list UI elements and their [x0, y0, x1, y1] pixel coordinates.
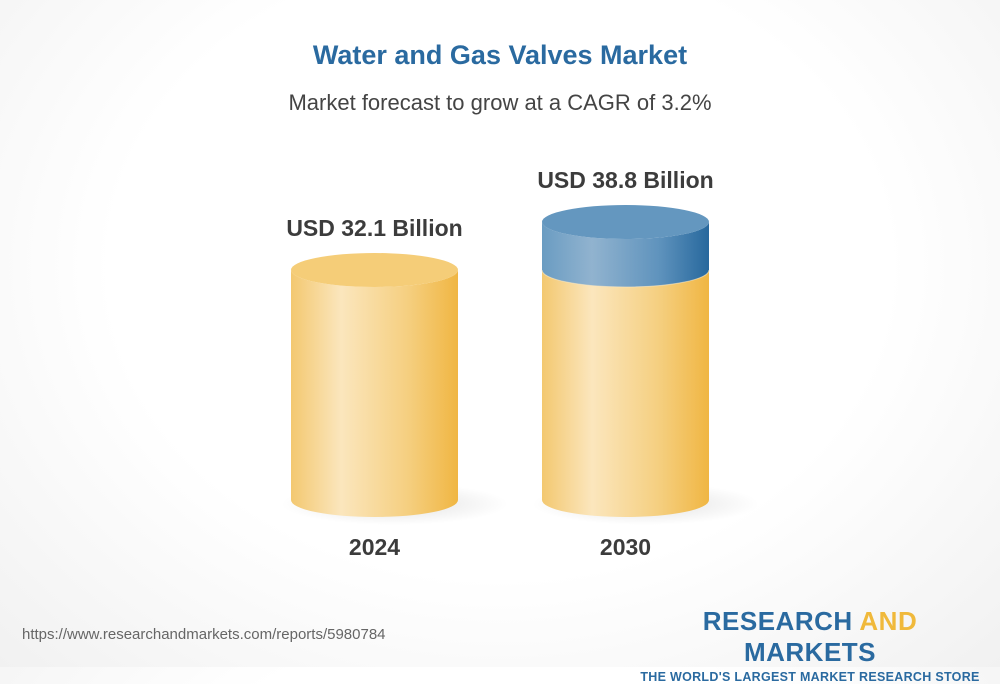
- category-label: 2024: [349, 534, 400, 560]
- cylinder-chart: USD 32.1 Billion 2024 USD 38.8 Billion 2030: [281, 167, 759, 560]
- segment-edge: [541, 269, 710, 288]
- bar-top-cap: [542, 204, 709, 239]
- source-url[interactable]: https://www.researchandmarkets.com/repor…: [22, 626, 386, 643]
- bar-top-cap: [291, 253, 458, 287]
- chart-title: Water and Gas Valves Market: [312, 40, 688, 70]
- category-label: 2030: [600, 534, 651, 560]
- chart-subtitle: Market forecast to grow at a CAGR of 3.2…: [288, 90, 712, 115]
- bar-2024-base: [291, 270, 459, 517]
- research-and-markets-logo: RESEARCH AND MARKETS THE WORLD'S LARGEST…: [640, 606, 980, 684]
- data-label: USD 32.1 Billion: [286, 215, 462, 241]
- bar-2030-growth: [542, 221, 709, 287]
- bar-2030-base: [542, 270, 709, 517]
- data-label: USD 38.8 Billion: [537, 167, 713, 193]
